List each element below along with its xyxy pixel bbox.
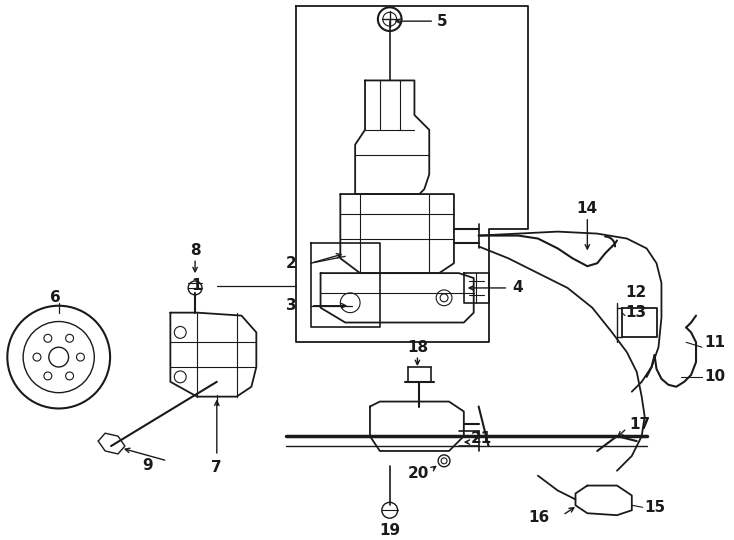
Text: 17: 17 xyxy=(629,417,650,432)
Circle shape xyxy=(188,281,202,295)
Circle shape xyxy=(44,372,52,380)
Text: 14: 14 xyxy=(577,201,598,217)
Circle shape xyxy=(436,290,452,306)
Text: 12: 12 xyxy=(625,285,646,300)
Text: 20: 20 xyxy=(408,466,429,481)
Text: 8: 8 xyxy=(190,243,200,258)
Circle shape xyxy=(7,306,110,408)
Circle shape xyxy=(378,8,401,31)
Text: 15: 15 xyxy=(644,500,666,515)
Circle shape xyxy=(23,321,94,393)
Text: 11: 11 xyxy=(704,335,725,350)
Text: 19: 19 xyxy=(379,523,400,537)
Text: 7: 7 xyxy=(211,460,222,475)
Text: 16: 16 xyxy=(528,510,550,525)
Circle shape xyxy=(382,502,398,518)
Text: 3: 3 xyxy=(286,298,297,313)
Circle shape xyxy=(65,334,73,342)
Text: 4: 4 xyxy=(512,280,523,295)
Circle shape xyxy=(76,353,84,361)
Circle shape xyxy=(33,353,41,361)
Circle shape xyxy=(65,372,73,380)
Circle shape xyxy=(440,294,448,302)
Text: 10: 10 xyxy=(704,369,725,384)
Circle shape xyxy=(441,458,447,464)
Text: 5: 5 xyxy=(437,14,448,29)
Circle shape xyxy=(438,455,450,467)
Circle shape xyxy=(44,334,52,342)
Text: 18: 18 xyxy=(407,340,428,355)
Text: 9: 9 xyxy=(142,458,153,473)
Circle shape xyxy=(174,371,186,383)
Circle shape xyxy=(49,347,68,367)
Text: 21: 21 xyxy=(470,430,492,445)
Circle shape xyxy=(383,12,396,26)
Circle shape xyxy=(174,327,186,339)
Text: 6: 6 xyxy=(51,291,61,305)
Text: 1: 1 xyxy=(192,279,202,293)
Circle shape xyxy=(341,293,360,313)
Text: 13: 13 xyxy=(625,305,646,320)
Text: 2: 2 xyxy=(286,256,297,271)
